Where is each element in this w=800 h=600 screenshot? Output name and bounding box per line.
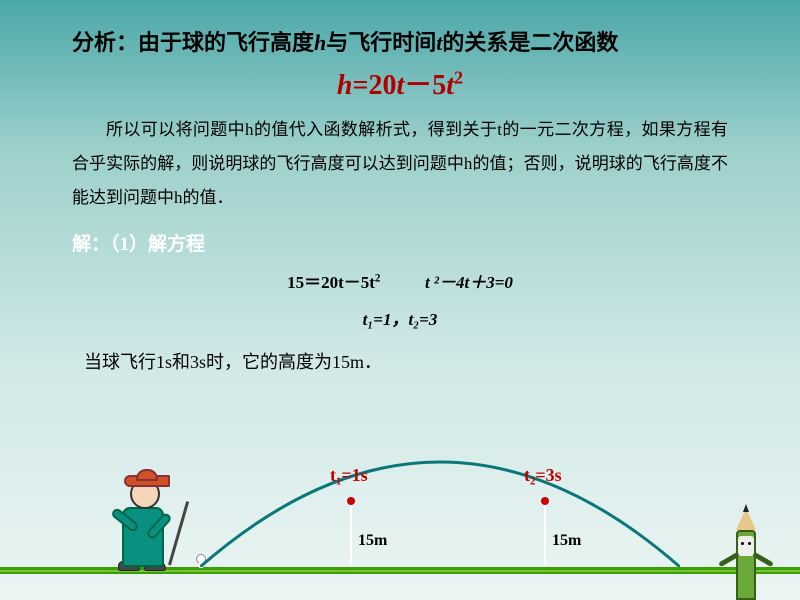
step1: 15＝20t－5t2 — [287, 273, 380, 292]
analysis-prefix: 分析：由于球的飞行高度 — [72, 30, 314, 55]
t1-label: t₁=1s — [330, 465, 368, 486]
trajectory-diagram: t₁=1s t₂=3s 15m 15m — [0, 410, 800, 600]
analysis-heading: 分析：由于球的飞行高度h与飞行时间t的关系是二次函数 — [72, 28, 728, 59]
var-h: h — [314, 30, 326, 55]
conclusion: 当球飞行1s和3s时，它的高度为15m． — [84, 348, 728, 374]
golfer-icon — [100, 457, 190, 567]
height-pole-2 — [544, 501, 546, 567]
analysis-suffix: 的关系是二次函数 — [442, 30, 618, 55]
analysis-mid1: 与飞行时间 — [326, 30, 436, 55]
solution-label: 解：（1）解方程 — [72, 229, 728, 256]
step2: t ²－4t＋3=0 — [425, 273, 513, 292]
t2-label: t₂=3s — [524, 465, 562, 486]
trajectory-arc — [200, 417, 680, 567]
height-pole-1 — [350, 501, 352, 567]
marker-dot-2 — [541, 497, 549, 505]
explanation-paragraph: 所以可以将问题中h的值代入函数解析式，得到关于t的一元二次方程，如果方程有合乎实… — [72, 113, 728, 215]
roots: t₁=1，t₂=3 — [72, 305, 728, 330]
height-label-1: 15m — [358, 532, 387, 550]
equation-steps: 15＝20t－5t2 t ²－4t＋3=0 — [72, 268, 728, 293]
main-equation: h=20t－5t2 — [72, 63, 728, 103]
pencil-mascot-icon — [728, 480, 764, 600]
height-label-2: 15m — [552, 532, 581, 550]
marker-dot-1 — [347, 497, 355, 505]
